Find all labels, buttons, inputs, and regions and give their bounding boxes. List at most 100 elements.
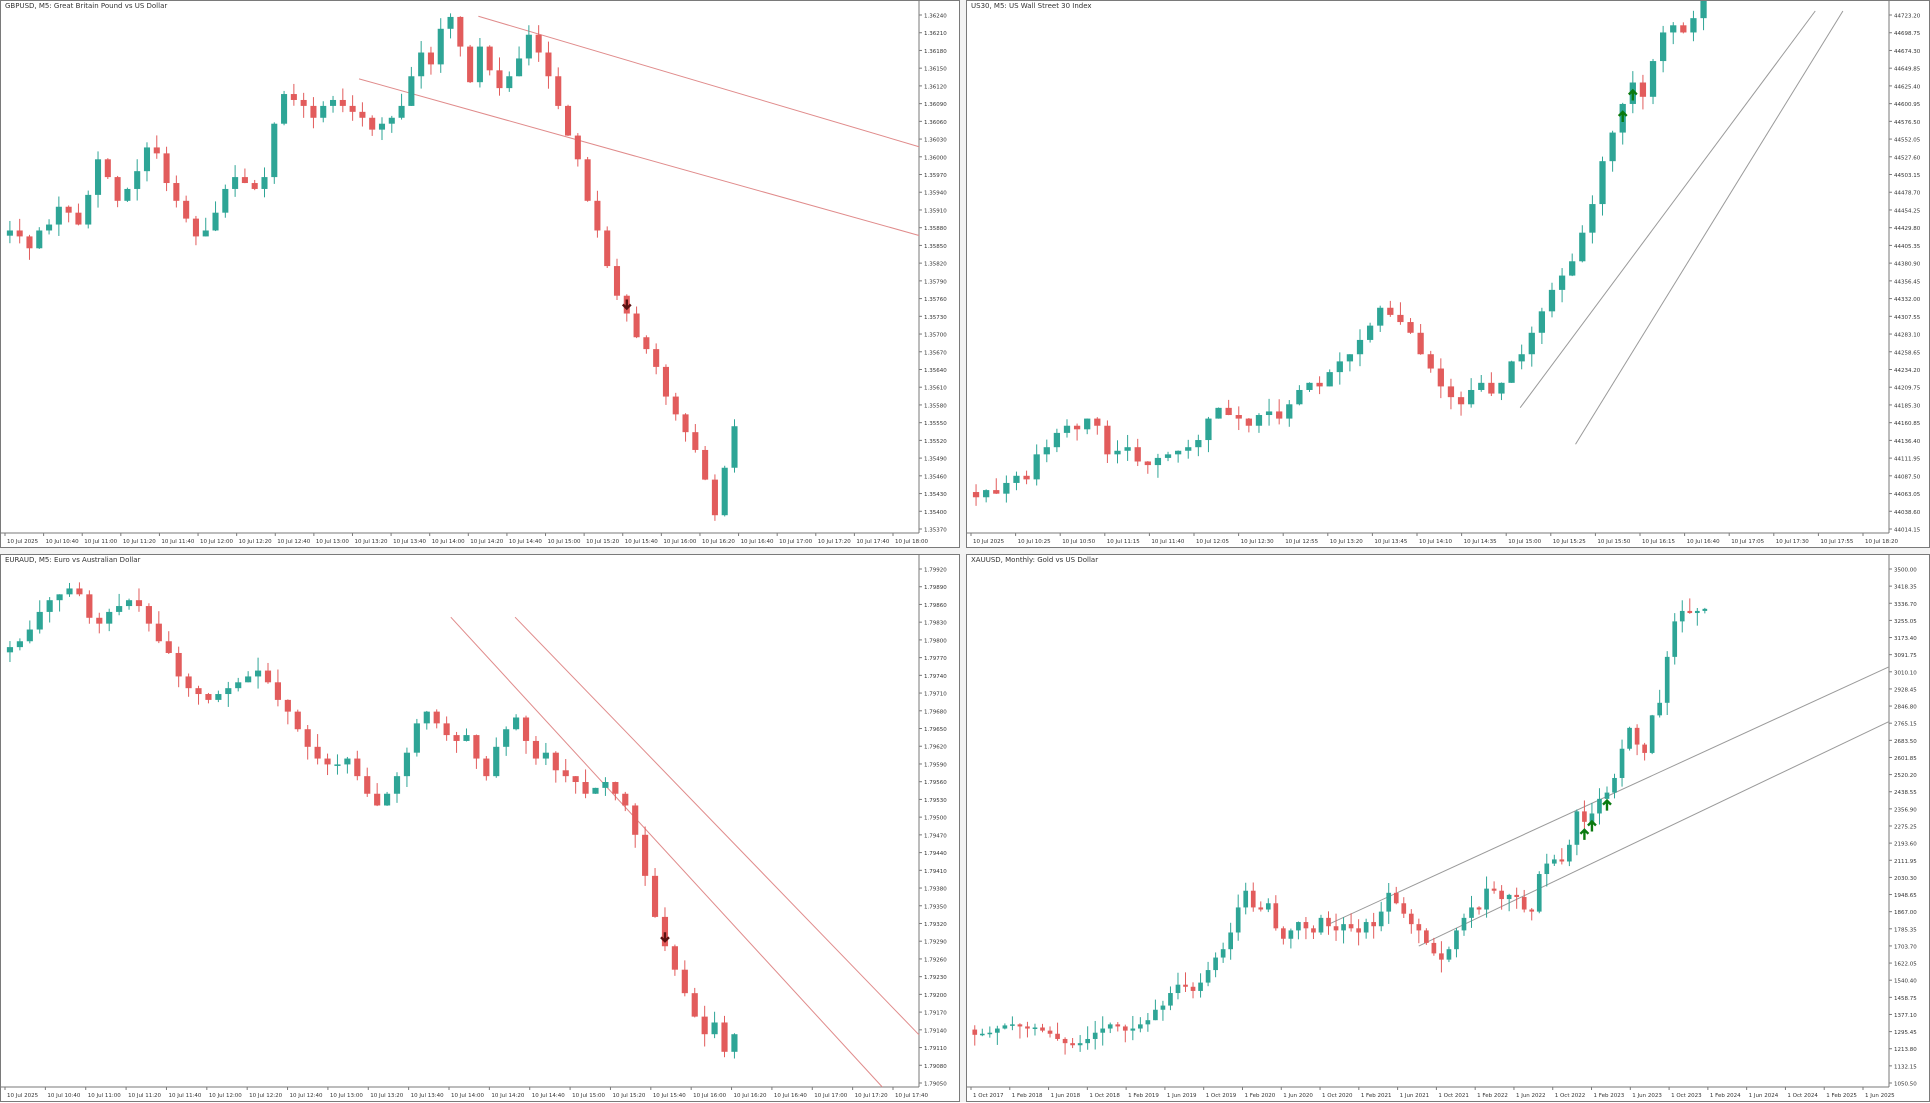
candle[interactable]: [642, 826, 649, 886]
candle[interactable]: [1073, 423, 1081, 441]
channel-line-lower[interactable]: [358, 78, 920, 236]
candle[interactable]: [281, 90, 288, 126]
candle[interactable]: [1215, 407, 1222, 419]
chart-window-xauusd[interactable]: 3500.00 3418.35 3336.70 3255.05 3173.40 3091.…: [966, 554, 1930, 1102]
candle[interactable]: [334, 754, 341, 775]
candle[interactable]: [1649, 714, 1655, 755]
candle[interactable]: [46, 219, 53, 235]
candle[interactable]: [354, 750, 361, 781]
candle[interactable]: [545, 41, 552, 89]
candle[interactable]: [1386, 883, 1392, 924]
candle[interactable]: [1025, 1021, 1030, 1038]
candle[interactable]: [453, 731, 460, 753]
candle[interactable]: [1276, 399, 1283, 425]
candle[interactable]: [483, 755, 490, 781]
candle[interactable]: [1288, 928, 1294, 949]
candle[interactable]: [1160, 1000, 1166, 1021]
candle[interactable]: [185, 673, 192, 697]
candle[interactable]: [65, 205, 72, 223]
candle[interactable]: [344, 756, 351, 774]
candle[interactable]: [1649, 58, 1657, 105]
candle[interactable]: [1439, 941, 1444, 973]
channel-line-lower[interactable]: [450, 616, 883, 1088]
candle[interactable]: [1040, 1023, 1045, 1033]
candle[interactable]: [1521, 889, 1527, 913]
candle[interactable]: [1092, 1020, 1098, 1050]
candle[interactable]: [1639, 74, 1647, 110]
candle[interactable]: [493, 737, 500, 778]
candle[interactable]: [1366, 322, 1374, 343]
candle[interactable]: [76, 582, 83, 597]
candle[interactable]: [202, 217, 209, 237]
candle[interactable]: [212, 201, 219, 232]
candle[interactable]: [135, 588, 143, 612]
candle[interactable]: [613, 258, 621, 301]
candle[interactable]: [1115, 1022, 1121, 1032]
candle[interactable]: [153, 135, 160, 159]
candle[interactable]: [310, 97, 317, 129]
candle[interactable]: [476, 37, 483, 88]
candle[interactable]: [1670, 22, 1677, 45]
candle[interactable]: [1478, 374, 1485, 392]
candle[interactable]: [1228, 922, 1233, 960]
candle[interactable]: [582, 769, 589, 799]
candle[interactable]: [1424, 928, 1429, 945]
candle[interactable]: [1499, 885, 1504, 910]
candle[interactable]: [55, 196, 62, 236]
candle[interactable]: [1642, 742, 1647, 761]
candle[interactable]: [1589, 195, 1596, 244]
candle[interactable]: [364, 767, 371, 797]
candle[interactable]: [692, 424, 699, 453]
candle[interactable]: [339, 88, 346, 113]
candle[interactable]: [731, 419, 738, 473]
candle[interactable]: [1316, 376, 1323, 395]
candle[interactable]: [26, 234, 33, 260]
candle[interactable]: [274, 669, 281, 707]
candle[interactable]: [1446, 946, 1452, 963]
candle[interactable]: [1484, 876, 1489, 918]
candle[interactable]: [1017, 1023, 1023, 1039]
candle[interactable]: [94, 151, 102, 208]
candle[interactable]: [85, 190, 92, 229]
candle[interactable]: [979, 1028, 985, 1037]
candle[interactable]: [183, 195, 190, 223]
candle[interactable]: [413, 718, 420, 757]
candle[interactable]: [1416, 918, 1422, 944]
candle[interactable]: [662, 364, 669, 405]
candle[interactable]: [290, 83, 297, 106]
candle[interactable]: [1225, 399, 1232, 416]
candle[interactable]: [195, 685, 202, 705]
candle[interactable]: [1612, 773, 1617, 799]
candle[interactable]: [1296, 921, 1301, 940]
candle[interactable]: [622, 791, 629, 812]
chart-window-gbpusd[interactable]: 1.36240 1.36210 1.36180 1.36150 1.36120 1.360…: [0, 0, 960, 548]
candle[interactable]: [1311, 925, 1316, 940]
candle[interactable]: [594, 190, 601, 238]
candle[interactable]: [572, 776, 579, 794]
candle[interactable]: [513, 714, 520, 731]
candle[interactable]: [1243, 882, 1249, 915]
candle[interactable]: [1205, 961, 1211, 987]
candle[interactable]: [1498, 382, 1505, 401]
candle[interactable]: [1326, 369, 1333, 387]
candle[interactable]: [251, 179, 258, 191]
candle[interactable]: [205, 692, 212, 704]
candle[interactable]: [1679, 600, 1685, 633]
candle[interactable]: [393, 772, 401, 803]
candle[interactable]: [1134, 438, 1141, 467]
candle[interactable]: [359, 102, 366, 127]
candle[interactable]: [653, 343, 660, 375]
channel-line-upper[interactable]: [478, 15, 920, 148]
candle[interactable]: [532, 736, 540, 765]
channel-line-upper[interactable]: [1519, 10, 1816, 409]
candle[interactable]: [651, 868, 659, 918]
candle[interactable]: [143, 142, 151, 182]
candle[interactable]: [1122, 1024, 1128, 1043]
candle[interactable]: [1536, 871, 1542, 914]
candle[interactable]: [1469, 895, 1474, 928]
candle[interactable]: [682, 413, 689, 442]
candle[interactable]: [1100, 1016, 1106, 1046]
candle[interactable]: [16, 638, 23, 651]
candle[interactable]: [163, 146, 170, 192]
candle[interactable]: [1408, 909, 1414, 934]
